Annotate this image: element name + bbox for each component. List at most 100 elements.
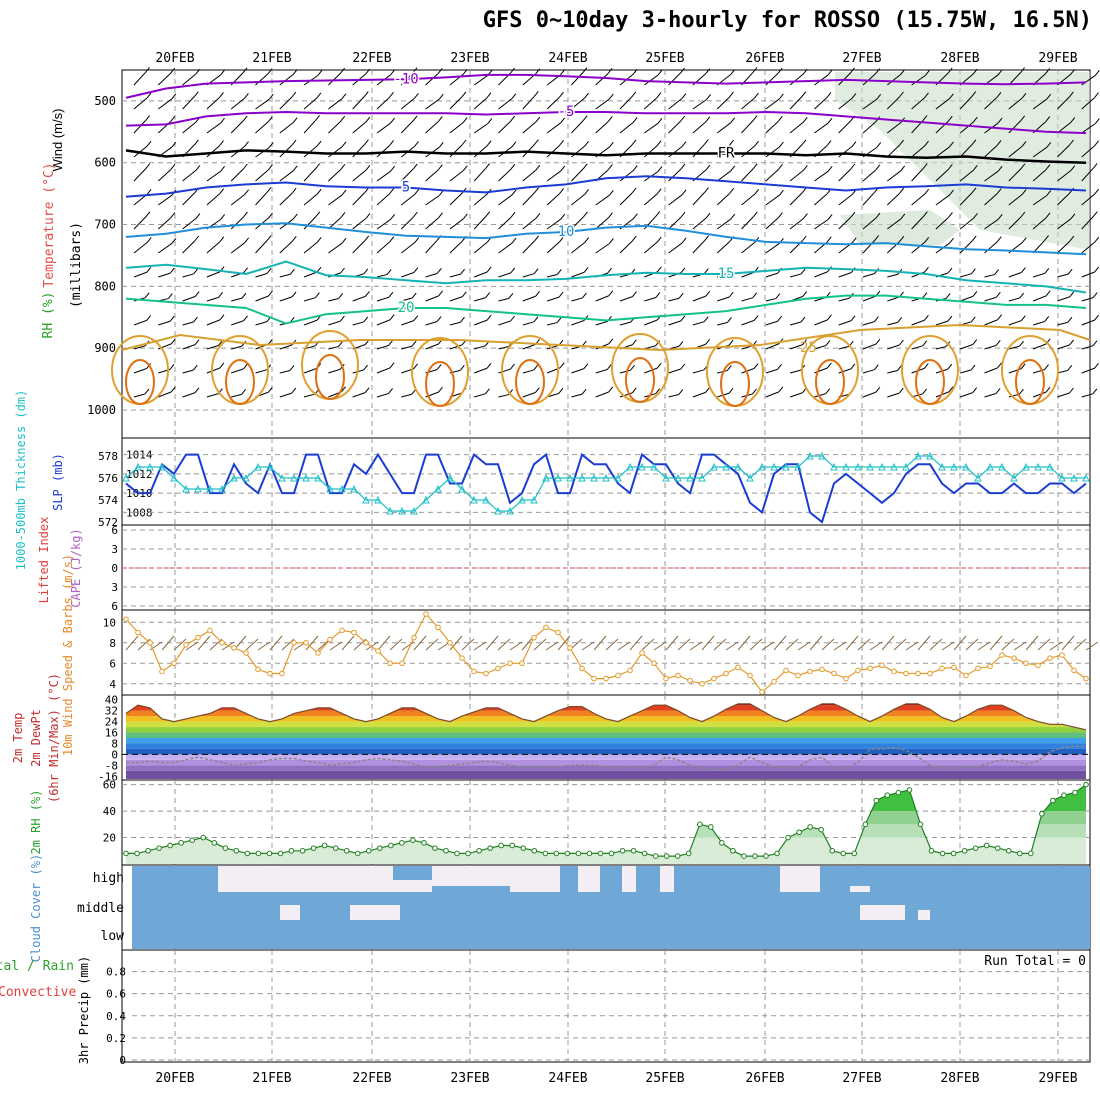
wind-barb (400, 194, 415, 206)
wind-speed-point (903, 670, 909, 677)
wind-tick-label: 8 (109, 637, 116, 650)
wind-barb-flag (486, 92, 492, 99)
wind-barb (157, 217, 172, 230)
thickness-marker (122, 473, 130, 482)
rh-point (719, 840, 725, 846)
wind-barb (692, 295, 706, 302)
li-tick-label: 6 (111, 524, 118, 537)
wind-barb-flag (876, 94, 882, 100)
yaxis-label-10m-wind: 10m Wind Speed & Barbs (m/s) (61, 554, 75, 756)
wind-barb-flag (850, 67, 855, 74)
wind-barb (133, 120, 146, 134)
wind-barb-flag (556, 317, 562, 323)
wind-barb-flag (582, 115, 588, 121)
pressure-tick-label: 700 (94, 218, 116, 232)
wind-barb-flag (244, 237, 250, 244)
wind-barb (765, 217, 779, 230)
wind-barb (1057, 240, 1071, 254)
wind-barb (887, 218, 902, 230)
rh-point (222, 845, 229, 851)
wind-barb-flag (1045, 116, 1051, 122)
wind-barb-flag (1092, 292, 1098, 298)
wind-barb (255, 272, 268, 278)
wind-barb (303, 393, 316, 398)
wind-barb-flag (511, 93, 517, 99)
wind-barb (814, 219, 829, 230)
thickness-marker (998, 462, 1006, 471)
isotherm-5 (125, 175, 1087, 198)
wind-barb-flag (779, 189, 784, 196)
yaxis-label-thickness: 1000-500mb Thickness (dm) (14, 390, 28, 571)
wind-barb (1008, 72, 1021, 86)
wind-barb (643, 216, 657, 230)
cloud-clear-block (660, 866, 674, 892)
wind-barb (449, 96, 463, 110)
surface-wind-barb (269, 635, 283, 651)
wind-barb-flag (556, 269, 562, 275)
wind-barb (255, 98, 270, 110)
wind-barb (838, 168, 852, 182)
date-label-top: 27FEB (842, 51, 881, 66)
wind-barb-flag (728, 387, 734, 394)
wind-barb (668, 120, 682, 134)
rh-point (1050, 797, 1056, 804)
wind-barb-flag (535, 164, 541, 171)
wind-barb-flag (850, 315, 856, 322)
rh-point (211, 840, 218, 846)
wind-speed-point (843, 675, 849, 682)
wind-barb-flag (268, 212, 273, 219)
wind-barb-flag (924, 236, 930, 243)
wind-barb-flag (266, 187, 272, 193)
wind-barb-flag (535, 68, 541, 75)
thickness-marker (566, 473, 574, 482)
thickness-marker (650, 462, 658, 471)
rh-point (354, 850, 361, 857)
wind-barb (643, 241, 658, 254)
rh-tick-label: 40 (103, 805, 116, 818)
rh-point (167, 842, 173, 849)
wind-barb-flag (145, 211, 151, 218)
wind-barb-flag (730, 117, 736, 124)
wind-barb-flag (1046, 190, 1052, 196)
rh-point (145, 847, 151, 854)
surface-wind-barb (389, 638, 403, 651)
rh-point (818, 826, 824, 833)
surface-wind-barb (1013, 641, 1027, 651)
wind-barb-flag (655, 388, 661, 395)
thickness-marker (770, 462, 778, 471)
wind-barb (1032, 391, 1047, 398)
temp-contour (815, 359, 845, 405)
surface-wind-barb (185, 641, 199, 651)
date-label-bottom: 21FEB (252, 1071, 291, 1086)
wind-barb (765, 98, 780, 110)
cloud-row-label-middle: middle (77, 901, 124, 916)
wind-barb-flag (752, 292, 758, 299)
wind-barb (255, 147, 270, 158)
wind-barb (862, 98, 877, 110)
wind-speed-point (723, 670, 729, 677)
wind-barb-flag (728, 291, 734, 298)
wind-barb-flag (414, 237, 420, 243)
wind-barb (789, 170, 804, 182)
wind-barb (449, 296, 463, 302)
wind-barb-flag (511, 189, 517, 196)
wind-barb (716, 241, 731, 254)
wind-barb-flag (291, 139, 297, 146)
rh-point (1083, 781, 1089, 788)
rh-point (542, 850, 549, 857)
wind-speed-point (399, 660, 405, 667)
cloud-clear-block (850, 886, 870, 892)
surface-wind-barb (821, 638, 835, 651)
thickness-marker (410, 506, 418, 515)
cloud-clear-block (393, 880, 432, 892)
wind-barb (328, 368, 341, 374)
rh-point (763, 853, 769, 859)
wind-tick-label: 6 (109, 657, 116, 670)
temp-band (126, 754, 1086, 760)
wind-barb-flag (583, 363, 589, 369)
wind-barb (1081, 345, 1094, 350)
wind-barb (765, 391, 780, 398)
wind-barb (984, 193, 998, 206)
surface-wind-barb (641, 638, 655, 651)
